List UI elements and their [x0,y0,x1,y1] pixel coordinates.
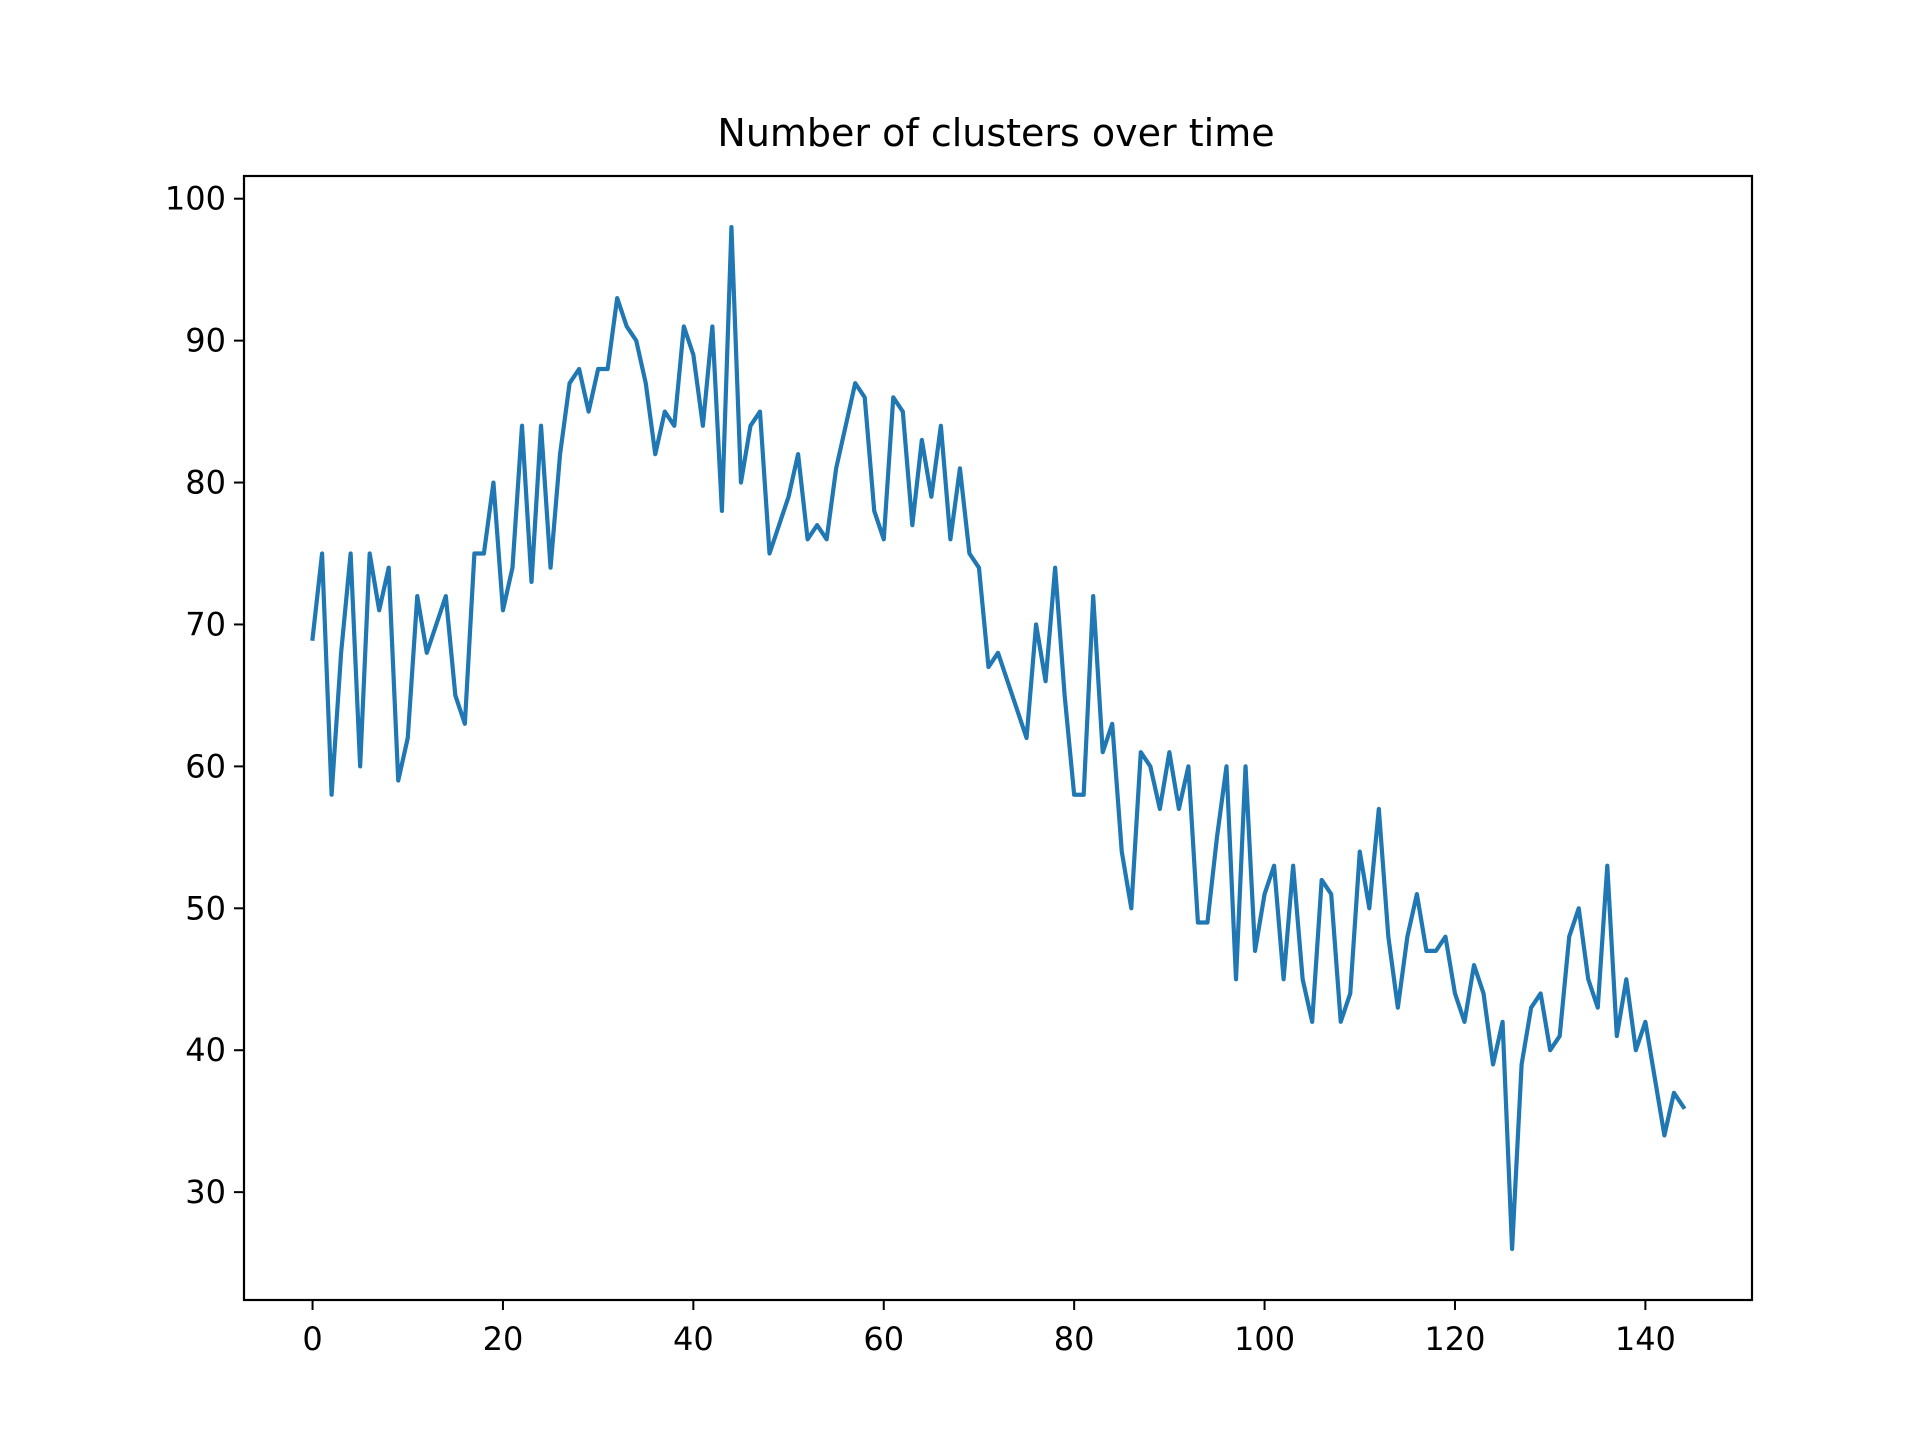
x-tick-label: 0 [302,1320,322,1358]
x-axis: 0 20 40 60 80 100 120 140 [302,1300,1676,1358]
y-tick-label: 80 [185,464,226,502]
x-tick-label: 40 [673,1320,714,1358]
plot-area [242,174,1754,1302]
x-tick-label: 100 [1234,1320,1295,1358]
plot-frame [242,174,1754,1302]
chart-title: Number of clusters over time [717,111,1274,155]
x-tick-label: 140 [1615,1320,1676,1358]
y-tick-label: 30 [185,1173,226,1211]
x-tick-label: 120 [1424,1320,1485,1358]
y-tick-label: 50 [185,889,226,927]
y-tick-label: 90 [185,322,226,360]
y-tick-label: 40 [185,1031,226,1069]
y-tick-label: 70 [185,605,226,643]
y-tick-label: 60 [185,747,226,785]
x-tick-label: 60 [863,1320,904,1358]
y-tick-label: 100 [165,180,226,218]
y-axis: 30 40 50 60 70 80 90 100 [165,180,244,1211]
x-tick-label: 80 [1054,1320,1095,1358]
x-tick-label: 20 [483,1320,524,1358]
series-line-0 [310,224,1687,1252]
